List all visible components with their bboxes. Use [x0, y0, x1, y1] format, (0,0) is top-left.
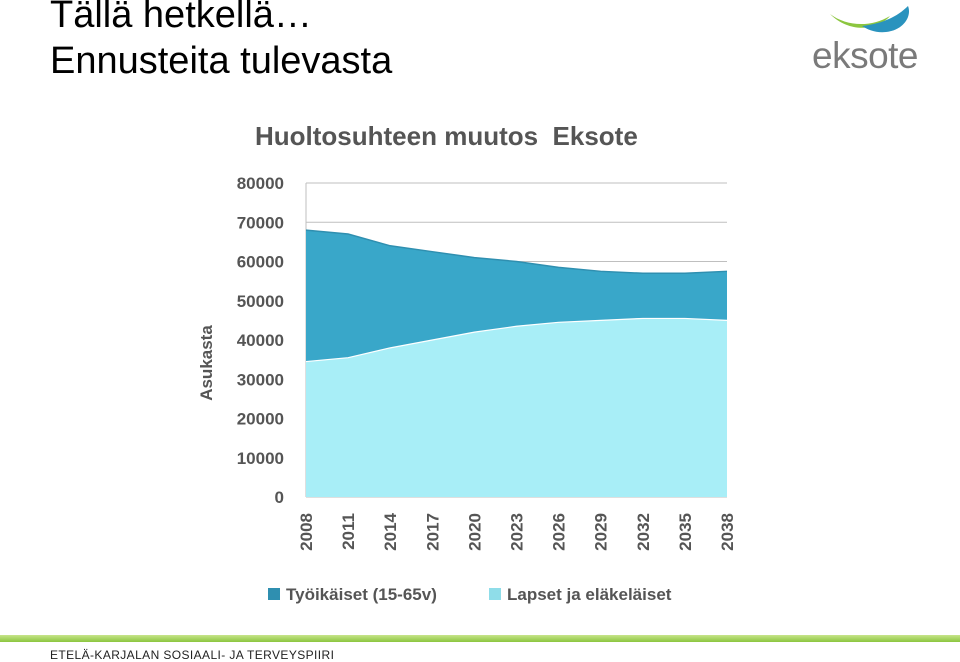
- chart-title: Huoltosuhteen muutos Eksote: [255, 121, 638, 151]
- slide-title-line-1: Tällä hetkellä…: [50, 0, 312, 36]
- area-series-working-age: [306, 230, 727, 362]
- y-tick-label: 60000: [237, 253, 284, 272]
- x-tick-label: 2017: [423, 513, 442, 551]
- footer-bar: [0, 635, 960, 642]
- eksote-wave-logo-icon: [830, 6, 910, 33]
- x-axis-ticks: 2008 2011 2014 2017 2020 2023 2026 2029 2032 2035…: [297, 512, 737, 550]
- legend-label-children-elderly: Lapset ja eläkeläiset: [507, 585, 672, 604]
- x-tick-label: 2023: [508, 513, 527, 551]
- y-tick-label: 30000: [237, 370, 284, 389]
- slide-title: Tällä hetkellä… Ennusteita tulevasta: [50, 0, 392, 84]
- area-series-children-elderly: [306, 318, 727, 497]
- legend-swatch-working-age: [268, 588, 280, 600]
- x-tick-label: 2020: [465, 513, 484, 551]
- x-tick-label: 2026: [550, 513, 569, 551]
- chart: Huoltosuhteen muutos Eksote 0 10000 20000 3…: [197, 121, 737, 604]
- eksote-logo: eksote: [812, 4, 924, 76]
- y-axis-label: Asukasta: [197, 325, 216, 401]
- x-tick-label: 2011: [339, 513, 358, 550]
- y-tick-label: 20000: [237, 410, 284, 429]
- x-tick-label: 2032: [634, 513, 653, 551]
- y-tick-label: 40000: [237, 331, 284, 350]
- legend: Työikäiset (15-65v) Lapset ja eläkeläise…: [268, 585, 672, 604]
- logo-text: eksote: [812, 35, 919, 76]
- y-tick-label: 70000: [237, 213, 284, 232]
- x-tick-label: 2008: [297, 513, 316, 551]
- legend-swatch-children-elderly: [489, 588, 501, 600]
- x-tick-label: 2029: [592, 513, 611, 551]
- slide-title-line-2: Ennusteita tulevasta: [50, 40, 393, 82]
- series-line-children-elderly: [305, 317, 728, 363]
- footer-text: ETELÄ-KARJALAN SOSIAALI- JA TERVEYSPIIRI: [50, 648, 335, 662]
- chart-areas: [305, 229, 728, 497]
- y-tick-label: 50000: [237, 292, 284, 311]
- y-axis-ticks: 0 10000 20000 30000 40000 50000 60000 70000 8000…: [237, 174, 284, 507]
- y-tick-label: 0: [275, 488, 284, 507]
- x-tick-label: 2014: [381, 512, 400, 550]
- legend-label-working-age: Työikäiset (15-65v): [286, 585, 437, 604]
- y-tick-label: 10000: [237, 449, 284, 468]
- series-line-working-age: [305, 229, 728, 275]
- y-tick-label: 80000: [237, 174, 284, 193]
- x-tick-label: 2035: [676, 513, 695, 551]
- x-tick-label: 2038: [718, 513, 737, 551]
